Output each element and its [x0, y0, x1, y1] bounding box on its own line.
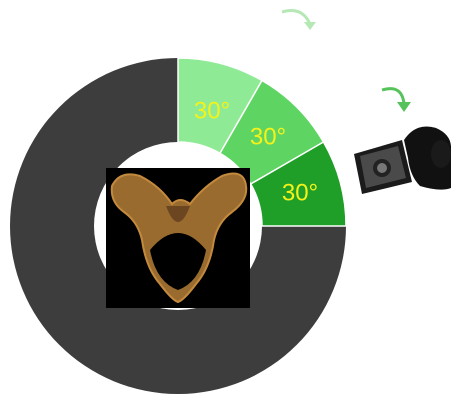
segment-1-label: 30°: [194, 97, 230, 124]
camera-in-hand: [354, 126, 451, 194]
segment-3-label: 30°: [282, 179, 318, 206]
rotation-arrow-top: [281, 9, 316, 30]
segment-2-label: 30°: [250, 123, 286, 150]
pelvis-image: [106, 168, 250, 308]
rotation-arrow-right: [381, 87, 411, 112]
segment-3: [249, 140, 347, 227]
ring-remainder: [10, 58, 346, 394]
